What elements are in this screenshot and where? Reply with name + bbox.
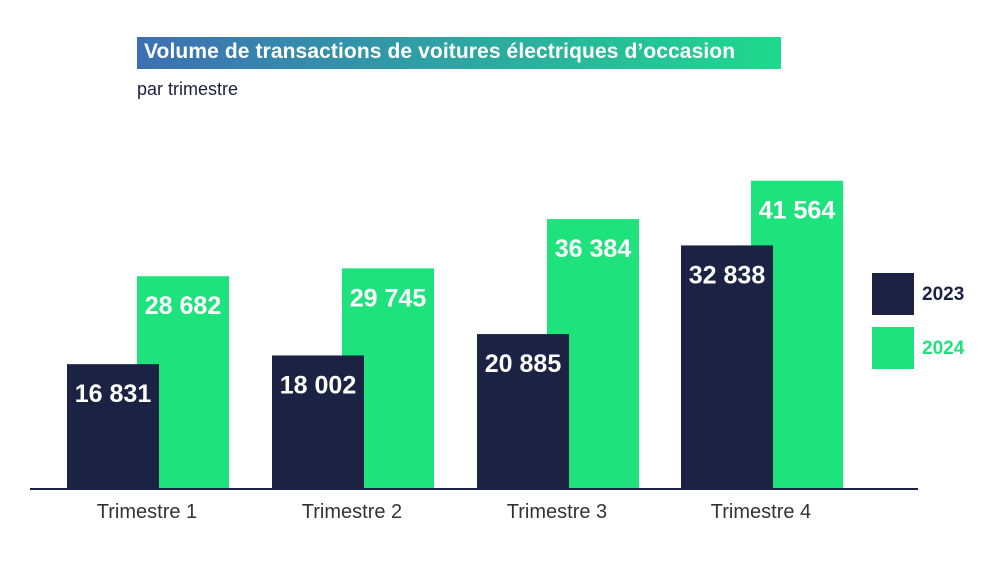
- data-label-2024-q4: 41 564: [759, 197, 836, 225]
- x-tick-label: Trimestre 4: [711, 501, 811, 523]
- data-label-2024-q2: 29 745: [350, 284, 427, 312]
- data-label-2023-q3: 20 885: [485, 350, 562, 378]
- bar-2023-q1: [67, 364, 159, 489]
- legend-label-2023: 2023: [922, 284, 965, 305]
- x-tick-label: Trimestre 1: [97, 501, 197, 523]
- legend-label-2024: 2024: [922, 338, 965, 359]
- chart-title: Volume de transactions de voitures élect…: [144, 40, 736, 63]
- data-label-2023-q2: 18 002: [280, 371, 356, 399]
- chart-subtitle: par trimestre: [137, 79, 239, 99]
- legend-swatch-2024: [872, 327, 914, 369]
- data-label-2024-q1: 28 682: [145, 292, 221, 320]
- x-tick-label: Trimestre 3: [507, 501, 607, 523]
- bar-2023-q3: [477, 334, 569, 489]
- x-tick-label: Trimestre 2: [302, 501, 402, 523]
- legend-swatch-2023: [872, 273, 914, 315]
- data-label-2023-q4: 32 838: [689, 261, 766, 289]
- data-label-2023-q1: 16 831: [75, 380, 152, 408]
- data-label-2024-q3: 36 384: [555, 235, 632, 263]
- title-banner: [137, 37, 781, 69]
- bar-2023-q2: [272, 355, 364, 489]
- bar-2023-q4: [681, 245, 773, 489]
